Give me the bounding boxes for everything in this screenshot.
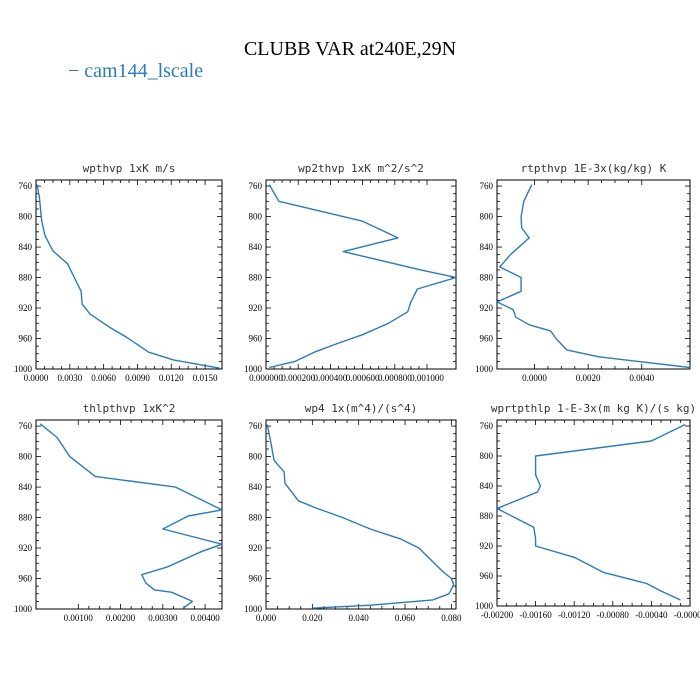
y-tick-label: 1000: [14, 604, 33, 614]
x-tick-label: -0.00160: [519, 610, 552, 620]
x-tick-label: 0.020: [302, 613, 323, 623]
y-tick-label: 920: [480, 541, 494, 551]
x-tick-label: 0.000600: [346, 373, 380, 383]
panel-5: wp4 1x(m^4)/(s^4)76080084088092096010000…: [244, 402, 462, 623]
x-tick-label: 0.0090: [125, 373, 150, 383]
panel-title: wprtpthlp 1-E-3x(m kg K)/(s kg): [491, 402, 696, 415]
y-tick-label: 920: [19, 303, 33, 313]
y-tick-label: 1000: [475, 601, 494, 611]
y-tick-label: 760: [249, 421, 263, 431]
x-tick-label: -0.00080: [597, 610, 630, 620]
y-tick-label: 760: [19, 421, 33, 431]
plot-frame: [35, 179, 223, 370]
y-tick-label: 760: [19, 181, 33, 191]
y-tick-label: 800: [480, 212, 494, 222]
x-tick-label: 0.00200: [106, 613, 136, 623]
x-tick-label: 0.000200: [281, 373, 315, 383]
x-tick-label: 0.001000: [410, 373, 444, 383]
y-tick-label: 960: [480, 571, 494, 581]
series-line: [497, 423, 686, 601]
plot-frame: [35, 419, 223, 610]
y-tick-label: 960: [480, 334, 494, 344]
series-line: [497, 184, 690, 369]
series-line: [266, 424, 455, 609]
x-tick-label: 0.080: [441, 613, 462, 623]
y-tick-label: 760: [480, 421, 494, 431]
panel-title: rtpthvp 1E-3x(kg/kg) K: [521, 162, 667, 175]
y-tick-label: 960: [249, 574, 263, 584]
y-tick-label: 960: [249, 334, 263, 344]
x-tick-label: 0.0000: [24, 373, 49, 383]
figure-title: CLUBB VAR at240E,29N: [244, 38, 456, 60]
y-tick-label: 880: [249, 513, 263, 523]
panel-title: wp2thvp 1xK m^2/s^2: [298, 162, 424, 175]
x-tick-label: 0.0120: [159, 373, 184, 383]
series-line: [268, 184, 456, 369]
x-tick-label: -0.00040: [635, 610, 668, 620]
y-tick-label: 800: [19, 212, 33, 222]
x-tick-label: 0.000000: [249, 373, 283, 383]
x-tick-label: -0.00120: [558, 610, 591, 620]
y-tick-label: 840: [19, 242, 33, 252]
x-tick-label: 0.000: [256, 613, 277, 623]
y-tick-label: 880: [249, 273, 263, 283]
y-tick-label: 920: [249, 303, 263, 313]
panel-2: wp2thvp 1xK m^2/s^2 760 800 840 880 920 960 100…: [244, 162, 457, 383]
y-tick-label: 880: [19, 513, 33, 523]
series-line: [36, 184, 220, 369]
panel-title: wpthvp 1xK m/s: [83, 162, 176, 175]
x-tick-label: 0.00300: [148, 613, 178, 623]
panel-3: rtpthvp 1E-3x(kg/kg) K 760 800 840 880 920 960…: [475, 162, 691, 383]
y-tick-label: 800: [480, 451, 494, 461]
x-tick-label: 0.000400: [314, 373, 348, 383]
y-tick-label: 880: [19, 273, 33, 283]
x-tick-label: 0.00400: [190, 613, 220, 623]
x-tick-label: 0.0060: [91, 373, 116, 383]
y-tick-label: 840: [19, 482, 33, 492]
x-tick-label: 0.000800: [378, 373, 412, 383]
y-tick-label: 1000: [244, 604, 263, 614]
x-tick-label: -0.00200: [481, 610, 514, 620]
series-line: [39, 423, 222, 609]
panel-title: thlpthvp 1xK^2: [83, 402, 176, 415]
x-tick-label: 0.0000: [522, 373, 547, 383]
x-tick-label: 0.040: [349, 613, 370, 623]
y-tick-label: 920: [480, 303, 494, 313]
y-tick-label: 840: [249, 482, 263, 492]
y-tick-label: 800: [249, 212, 263, 222]
y-tick-label: 840: [249, 242, 263, 252]
y-tick-label: 800: [249, 452, 263, 462]
x-tick-label: 0.0020: [576, 373, 601, 383]
y-tick-label: 1000: [14, 364, 33, 374]
plot-frame: [265, 419, 457, 610]
y-tick-label: 760: [249, 181, 263, 191]
x-tick-label: 0.00100: [64, 613, 94, 623]
plot-frame: [265, 179, 457, 370]
y-tick-label: 960: [19, 334, 33, 344]
legend-entry: − cam144_lscale: [68, 60, 203, 82]
y-tick-label: 1000: [475, 364, 494, 374]
x-tick-label: 0.0030: [57, 373, 82, 383]
y-tick-label: 1000: [244, 364, 263, 374]
panels-grid: wpthvp 1xK m/s76080084088092096010000.00…: [14, 162, 700, 623]
panel-1: wpthvp 1xK m/s76080084088092096010000.00…: [14, 162, 223, 383]
panel-title: wp4 1x(m^4)/(s^4): [305, 402, 418, 415]
y-tick-label: 800: [19, 452, 33, 462]
x-tick-label: 0.0150: [193, 373, 218, 383]
y-tick-label: 760: [480, 181, 494, 191]
x-tick-label: 0.0040: [629, 373, 654, 383]
y-tick-label: 960: [19, 574, 33, 584]
panel-6: wprtpthlp 1-E-3x(m kg K)/(s kg) 760 800 840…: [475, 402, 700, 620]
y-tick-label: 840: [480, 242, 494, 252]
y-tick-label: 840: [480, 481, 494, 491]
y-tick-label: 880: [480, 511, 494, 521]
y-tick-label: 920: [19, 543, 33, 553]
y-tick-label: 920: [249, 543, 263, 553]
plot-frame: [496, 179, 691, 370]
x-tick-label: 0.060: [395, 613, 416, 623]
y-tick-label: 880: [480, 273, 494, 283]
panel-4: thlpthvp 1xK^2 760 800 840 880 920 960 1000 0.00…: [14, 402, 223, 623]
x-tick-label: -0.00000: [674, 610, 700, 620]
